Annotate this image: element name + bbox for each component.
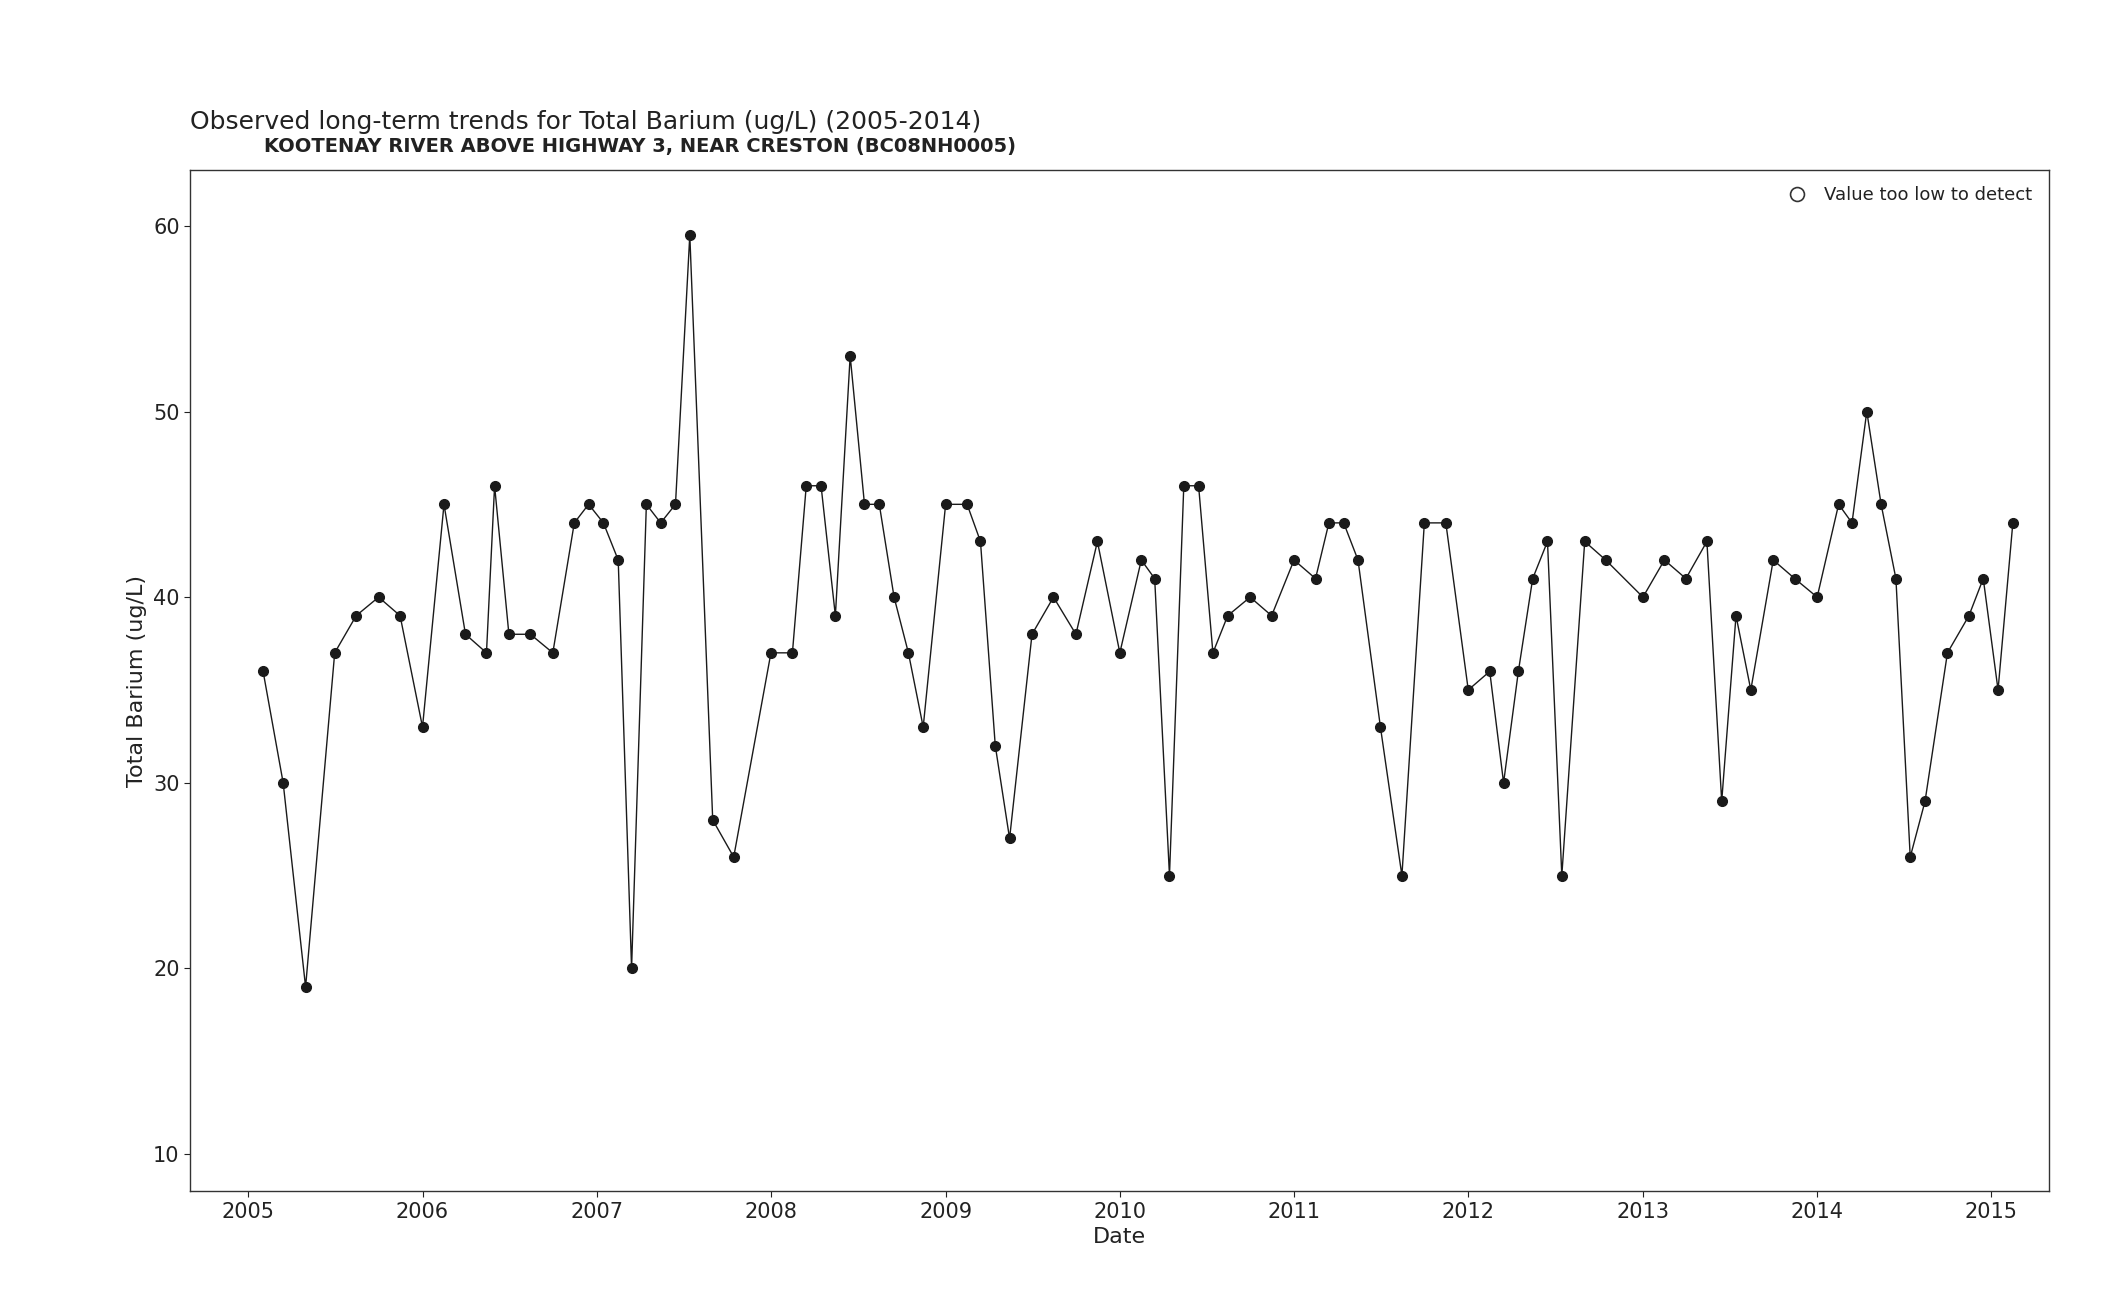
- X-axis label: Date: Date: [1092, 1227, 1147, 1247]
- Y-axis label: Total Barium (ug/L): Total Barium (ug/L): [127, 575, 148, 787]
- Text: Observed long-term trends for Total Barium (ug/L) (2005-2014): Observed long-term trends for Total Bari…: [190, 110, 982, 134]
- Legend: Value too low to detect: Value too low to detect: [1772, 179, 2040, 212]
- Text: KOOTENAY RIVER ABOVE HIGHWAY 3, NEAR CRESTON (BC08NH0005): KOOTENAY RIVER ABOVE HIGHWAY 3, NEAR CRE…: [264, 137, 1016, 157]
